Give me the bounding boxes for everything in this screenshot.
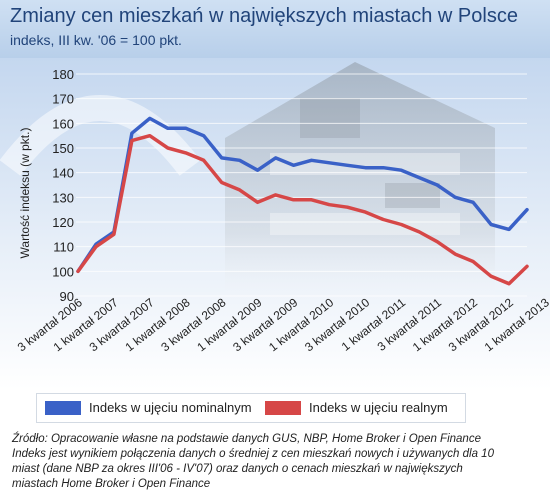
legend-swatch-real — [265, 401, 301, 415]
chart-legend: Indeks w ujęciu nominalnym Indeks w ujęc… — [36, 393, 466, 423]
page-subtitle: indeks, III kw. '06 = 100 pkt. — [10, 32, 182, 48]
legend-swatch-nominal — [45, 401, 81, 415]
legend-label-nominal: Indeks w ujęciu nominalnym — [89, 400, 252, 415]
header-banner: Zmiany cen mieszkań w największych miast… — [0, 0, 550, 58]
series-line-real — [76, 133, 529, 286]
y-tick-label: 150 — [52, 141, 74, 156]
y-tick-label: 160 — [52, 116, 74, 131]
source-line-1: Źródło: Opracowanie własne na podstawie … — [12, 433, 481, 445]
source-line-3: miast (dane NBP za okres III'06 - IV'07)… — [12, 463, 463, 475]
y-tick-label: 170 — [52, 92, 74, 107]
series-line-nominal — [76, 116, 529, 274]
page-title: Zmiany cen mieszkań w największych miast… — [10, 5, 518, 27]
y-tick-label: 120 — [52, 215, 74, 230]
source-line-4: miastach Home Broker i Open Finance — [12, 478, 211, 490]
source-note: Źródło: Opracowanie własne na podstawie … — [12, 432, 542, 492]
y-tick-label: 180 — [52, 67, 74, 82]
y-tick-label: 100 — [52, 264, 74, 279]
source-line-2: Indeks jest wynikiem połączenia danych o… — [12, 448, 494, 460]
y-tick-label: 90 — [60, 289, 74, 304]
y-tick-label: 140 — [52, 166, 74, 181]
y-gridlines — [76, 73, 527, 297]
series-lines — [76, 116, 529, 286]
y-tick-labels: 90 100 110 120 130 140 150 160 170 180 — [52, 67, 74, 304]
legend-label-real: Indeks w ujęciu realnym — [309, 400, 448, 415]
y-tick-label: 130 — [52, 190, 74, 205]
y-tick-label: 110 — [53, 240, 74, 255]
y-axis-label: Wartość indeksu (w pkt.) — [18, 128, 32, 259]
